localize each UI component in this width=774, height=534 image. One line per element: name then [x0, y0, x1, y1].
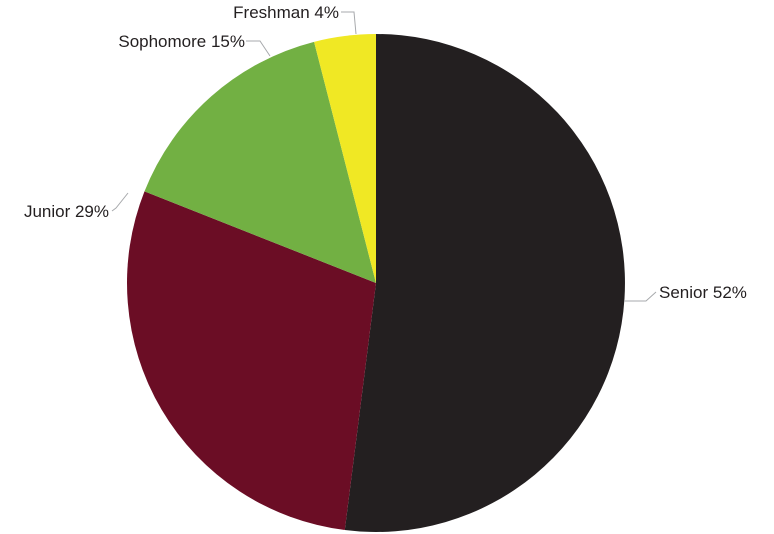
leader-line-sophomore — [246, 40, 271, 57]
pie-slices — [127, 34, 625, 532]
pie-slice-sophomore — [144, 41, 376, 283]
leader-line-junior — [111, 192, 129, 212]
slice-label-senior: Senior 52% — [659, 283, 747, 302]
slice-label-sophomore: Sophomore 15% — [118, 32, 245, 51]
leader-line-senior — [624, 291, 657, 302]
slice-label-freshman: Freshman 4% — [233, 3, 339, 22]
slice-label-junior: Junior 29% — [24, 202, 109, 221]
pie-labels: Senior 52% Junior 29% Sophomore 15% Freshma… — [24, 3, 747, 302]
pie-slice-senior — [344, 34, 625, 532]
pie-slice-freshman — [314, 34, 376, 283]
leader-line-freshman — [341, 11, 357, 35]
pie-slice-junior — [127, 191, 376, 531]
